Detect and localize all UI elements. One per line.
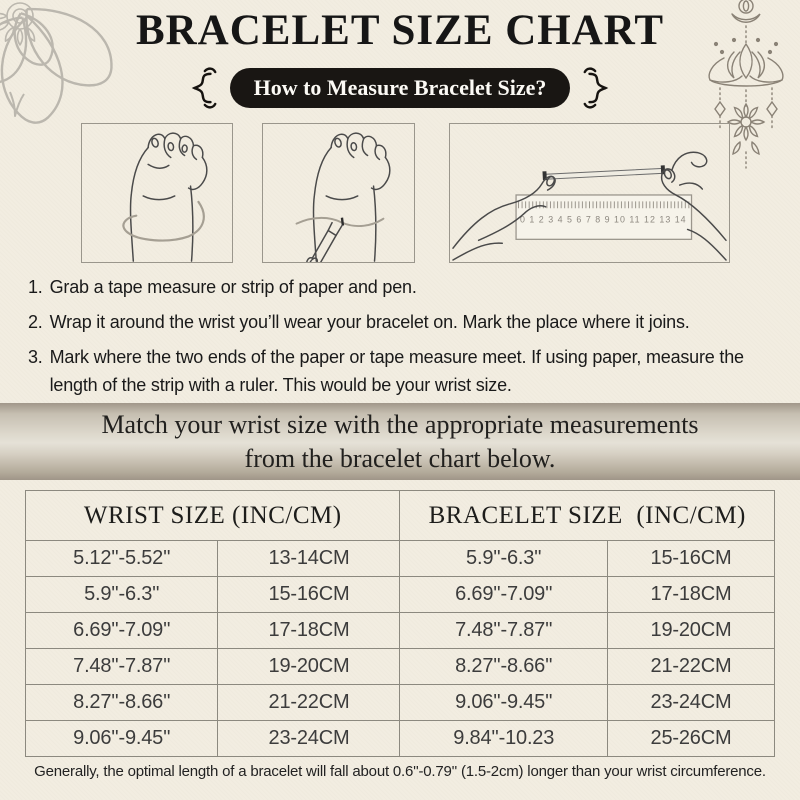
wrist-inch-cell: 5.12''-5.52'' <box>24 540 219 577</box>
squiggle-left-icon <box>191 67 216 109</box>
table-row: 9.06''-9.45'' 23-24CM 9.84''-10.23 25-26… <box>24 720 776 757</box>
size-table: WRIST SIZE (INC/CM) BRACELET SIZE (INC/C… <box>24 490 776 757</box>
bracelet-cm-cell: 23-24CM <box>606 684 776 721</box>
table-row: 6.69''-7.09'' 17-18CM 7.48''-7.87'' 19-2… <box>24 612 776 649</box>
step-number: 2. <box>28 311 43 332</box>
mandala-flower-icon <box>0 2 113 124</box>
table-row: 7.48''-7.87'' 19-20CM 8.27''-8.66'' 21-2… <box>24 648 776 685</box>
lotus-dangle-ornament-icon <box>708 0 784 169</box>
footer-note: Generally, the optimal length of a brace… <box>34 763 766 780</box>
step-item-1: 1. Grab a tape measure or strip of paper… <box>28 274 776 302</box>
wrist-cm-cell: 13-14CM <box>217 540 401 577</box>
bracelet-inch-cell: 5.9''-6.3'' <box>399 540 608 577</box>
step-item-2: 2. Wrap it around the wrist you’ll wear … <box>28 309 776 337</box>
wrist-inch-cell: 6.69''-7.09'' <box>24 612 219 649</box>
how-to-measure-badge: How to Measure Bracelet Size? <box>229 68 571 108</box>
ruler-numbers: 0 1 2 3 4 5 6 7 8 9 10 11 12 13 14 <box>520 215 686 225</box>
bracelet-inch-cell: 9.06''-9.45'' <box>399 684 608 721</box>
bracelet-cm-cell: 15-16CM <box>606 540 776 577</box>
wrist-cm-cell: 19-20CM <box>217 648 401 685</box>
wrist-size-header: WRIST SIZE (INC/CM) <box>24 490 401 541</box>
step-number: 1. <box>28 277 43 297</box>
bracelet-cm-cell: 19-20CM <box>606 612 776 649</box>
wrist-inch-cell: 8.27''-8.66'' <box>24 684 219 721</box>
bracelet-inch-cell: 8.27''-8.66'' <box>399 648 608 685</box>
wrist-inch-cell: 9.06''-9.45'' <box>24 720 219 757</box>
table-row: 8.27''-8.66'' 21-22CM 9.06''-9.45'' 23-2… <box>24 684 776 721</box>
step-number: 3. <box>28 346 43 367</box>
wrist-cm-cell: 15-16CM <box>217 576 401 613</box>
ruler-measure-illustration: 0 1 2 3 4 5 6 7 8 9 10 11 12 13 14 <box>449 123 730 263</box>
wrist-cm-cell: 21-22CM <box>217 684 401 721</box>
bracelet-inch-cell: 6.69''-7.09'' <box>399 576 608 613</box>
bracelet-size-header: BRACELET SIZE (INC/CM) <box>399 490 775 541</box>
size-table-header-row: WRIST SIZE (INC/CM) BRACELET SIZE (INC/C… <box>24 490 775 541</box>
squiggle-right-icon <box>584 67 609 109</box>
step-item-3: 3. Mark where the two ends of the paper … <box>28 344 776 400</box>
mark-wrist-illustration <box>262 123 415 263</box>
table-row: 5.12''-5.52'' 13-14CM 5.9''-6.3'' 15-16C… <box>24 540 776 577</box>
bracelet-inch-cell: 9.84''-10.23 <box>399 720 608 757</box>
bracelet-cm-cell: 17-18CM <box>606 576 776 613</box>
step-text: Grab a tape measure or strip of paper an… <box>49 277 417 297</box>
how-to-measure-badge-row: How to Measure Bracelet Size? <box>0 66 800 110</box>
table-row: 5.9''-6.3'' 15-16CM 6.69''-7.09'' 17-18C… <box>24 576 776 613</box>
wrist-inch-cell: 5.9''-6.3'' <box>24 576 219 613</box>
wrist-inch-cell: 7.48''-7.87'' <box>24 648 219 685</box>
banner-line-1: Match your wrist size with the appropria… <box>101 410 699 440</box>
wrap-tape-illustration <box>81 123 233 263</box>
bracelet-cm-cell: 25-26CM <box>606 720 776 757</box>
bracelet-cm-cell: 21-22CM <box>606 648 776 685</box>
step-text: Wrap it around the wrist you’ll wear you… <box>49 311 690 332</box>
page-title: BRACELET SIZE CHART <box>135 7 665 54</box>
match-size-banner: Match your wrist size with the appropria… <box>0 403 800 480</box>
bracelet-inch-cell: 7.48''-7.87'' <box>399 612 608 649</box>
wrist-cm-cell: 17-18CM <box>217 612 401 649</box>
instruction-steps: 1. Grab a tape measure or strip of paper… <box>28 274 776 407</box>
step-text: Mark where the two ends of the paper or … <box>49 346 744 395</box>
banner-line-2: from the bracelet chart below. <box>244 443 556 473</box>
wrist-cm-cell: 23-24CM <box>217 720 401 757</box>
